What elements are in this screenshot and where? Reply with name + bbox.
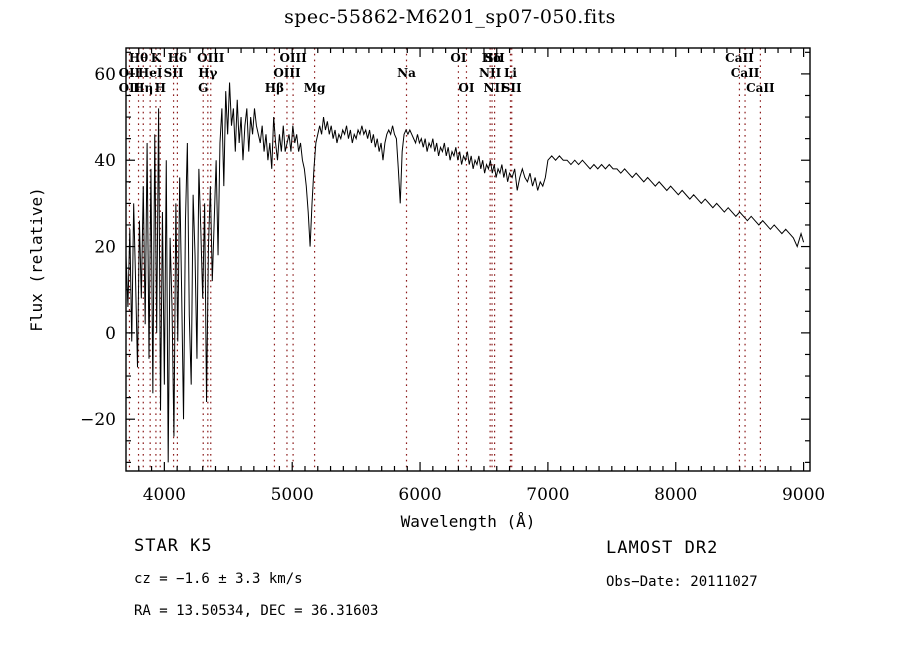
spectral-line-label: OIII	[279, 51, 307, 65]
spectral-line-label: Na	[397, 66, 416, 80]
y-axis-tick-label: 0	[105, 324, 116, 344]
survey-name-text: LAMOST DR2	[606, 538, 719, 558]
x-axis-tick-label: 7000	[526, 485, 569, 505]
spectral-line-label: OII	[119, 81, 141, 95]
spectral-line-label: K	[151, 51, 162, 65]
spectral-line-label: OII	[119, 66, 141, 80]
spectral-line-label: SII	[164, 66, 184, 80]
y-axis-tick-label: −20	[80, 410, 116, 430]
spectral-line-label: OIII	[273, 66, 301, 80]
spectral-line-label: OIII	[197, 51, 225, 65]
spectral-line-label: OI	[450, 51, 466, 65]
spectral-line-label: Hδ	[168, 51, 187, 65]
coordinates-text: RA = 13.50534, DEC = 36.31603	[134, 603, 379, 619]
spectral-line-label: H	[155, 81, 166, 95]
observation-date-text: Obs−Date: 20111027	[606, 574, 758, 590]
x-axis-title: Wavelength (Å)	[401, 512, 536, 531]
spectral-line-label: Hη	[133, 81, 153, 95]
spectral-line-label: OI	[458, 81, 474, 95]
page-title: spec-55862-M6201_sp07-050.fits	[284, 6, 616, 28]
spectral-line-label: Hγ	[198, 66, 217, 80]
x-axis-tick-label: 9000	[782, 485, 825, 505]
x-axis-tick-label: 6000	[398, 485, 441, 505]
spectral-line-label: NII	[483, 81, 506, 95]
y-axis-tick-label: 40	[94, 151, 116, 171]
spectral-line-label: SII	[502, 81, 522, 95]
spectral-line-label: Hβ	[265, 81, 284, 95]
y-axis-tick-label: 20	[94, 238, 116, 258]
spectral-line-label: HeI	[138, 66, 163, 80]
spectral-line-label: Mg	[304, 81, 326, 95]
x-axis-tick-label: 5000	[271, 485, 314, 505]
spectral-line-label: Hθ	[129, 51, 148, 65]
spectral-line-label: CaII	[725, 51, 754, 65]
x-axis-tick-label: 4000	[143, 485, 186, 505]
x-axis-tick-label: 8000	[654, 485, 697, 505]
y-axis-title: Flux (relative)	[27, 187, 46, 332]
spectral-line-label: CaII	[746, 81, 775, 95]
spectral-line-label: NII	[479, 66, 502, 80]
spectral-line-label: G	[198, 81, 208, 95]
spectral-line-label: CaII	[731, 66, 760, 80]
spectral-line-label: Hα	[482, 51, 503, 65]
spectral-line-label: SII	[485, 51, 505, 65]
object-class-text: STAR K5	[134, 536, 213, 556]
plot-frame	[125, 47, 811, 472]
spectral-line-label: Li	[504, 66, 517, 80]
redshift-velocity-text: cz = −1.6 ± 3.3 km/s	[134, 571, 303, 587]
y-axis-tick-label: 60	[94, 65, 116, 85]
spectrum-trace	[125, 82, 805, 463]
